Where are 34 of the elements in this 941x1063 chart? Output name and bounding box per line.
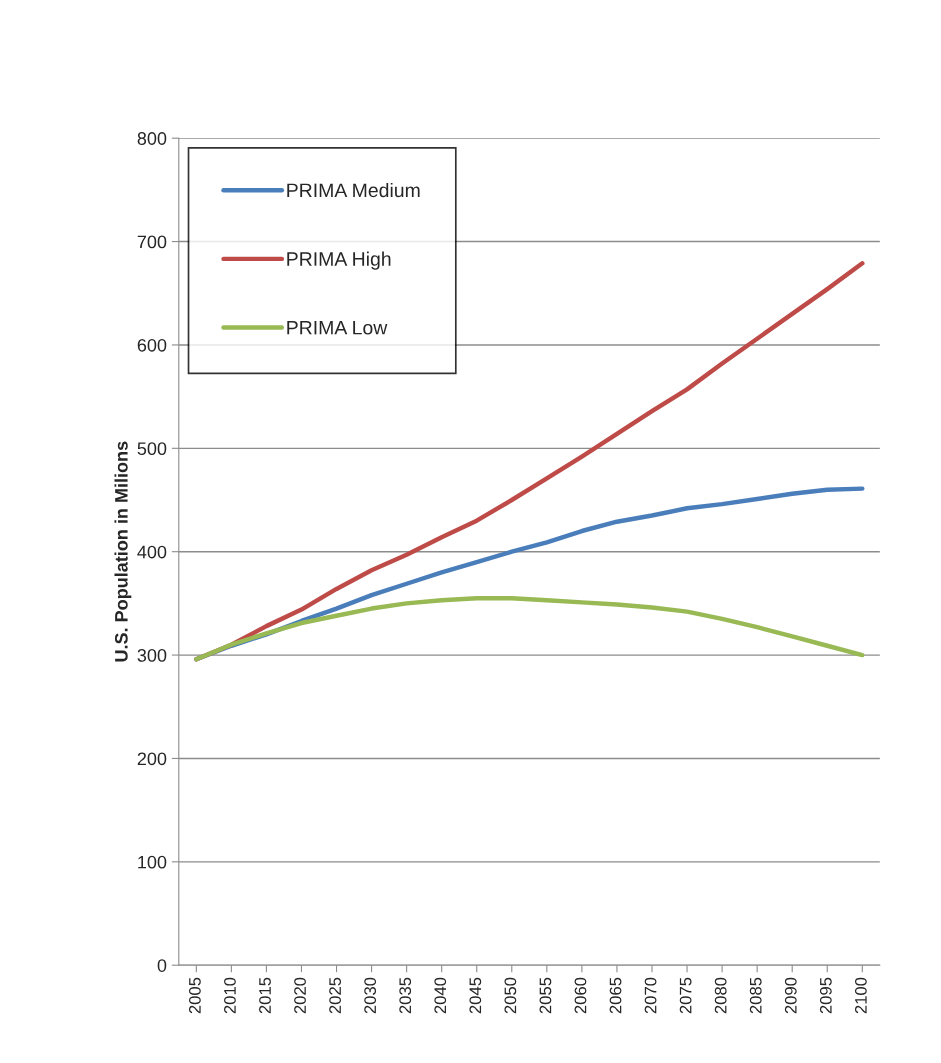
x-tick-label: 2060 xyxy=(574,977,587,1014)
x-tick-label: 2020 xyxy=(294,977,306,1014)
x-tick-label: 2025 xyxy=(329,977,341,1014)
x-tick-label: 2075 xyxy=(679,977,692,1014)
x-tick-label: 2040 xyxy=(434,977,447,1014)
x-tick-label: 2095 xyxy=(819,977,832,1014)
x-tick-label: 2055 xyxy=(539,977,552,1014)
x-tick-label: 2045 xyxy=(469,977,482,1014)
legend-label: PRIMA High xyxy=(287,251,391,270)
x-tick-label: 2015 xyxy=(259,977,271,1014)
y-axis-title: U.S. Population in Milions xyxy=(114,441,132,662)
x-tick-label: 2035 xyxy=(399,977,412,1014)
y-tick-label: 800 xyxy=(137,132,167,145)
y-tick-label: 700 xyxy=(137,235,167,249)
x-tick-label: 2080 xyxy=(714,977,727,1014)
y-tick-label: 100 xyxy=(138,855,167,869)
x-tick-label: 2090 xyxy=(784,977,797,1014)
x-tick-label: 2100 xyxy=(854,977,867,1014)
x-tick-label: 2085 xyxy=(749,977,762,1014)
x-tick-label: 2030 xyxy=(364,977,377,1014)
x-tick-label: 2010 xyxy=(224,977,236,1014)
x-tick-label: 2005 xyxy=(188,977,201,1014)
y-tick-label: 200 xyxy=(137,752,167,766)
legend-label: PRIMA Low xyxy=(287,320,388,335)
line-series xyxy=(194,596,865,662)
y-tick-label: 400 xyxy=(137,545,167,559)
y-tick-label: 500 xyxy=(137,442,167,456)
y-tick-label: 300 xyxy=(137,649,167,662)
legend-label: PRIMA Medium xyxy=(287,182,420,198)
y-tick-label: 0 xyxy=(157,959,167,972)
x-tick-label: 2065 xyxy=(609,977,622,1014)
x-tick-label: 2050 xyxy=(504,977,517,1014)
y-tick-label: 600 xyxy=(137,338,167,352)
x-tick-label: 2070 xyxy=(644,977,657,1014)
